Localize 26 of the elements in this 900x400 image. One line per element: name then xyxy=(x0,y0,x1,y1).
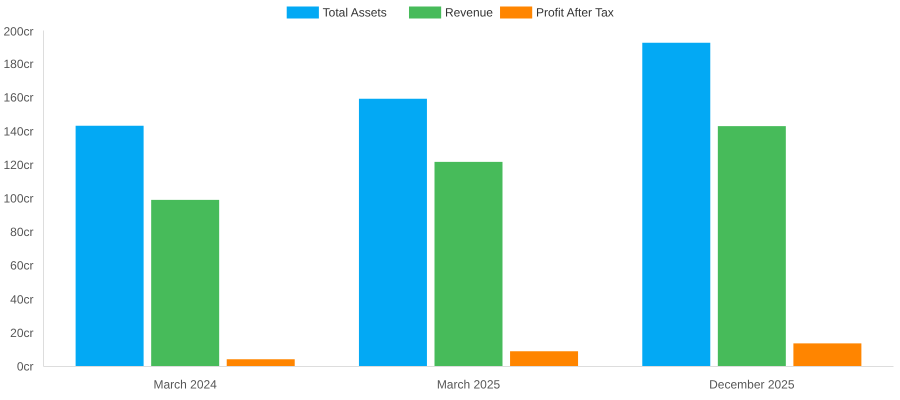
legend-label: Revenue xyxy=(444,6,494,20)
y-tick-label: 0cr xyxy=(16,360,34,374)
legend-label: Total Assets xyxy=(322,6,387,20)
y-tick-label: 40cr xyxy=(10,292,34,306)
x-tick-label: December 2025 xyxy=(709,378,795,392)
y-tick-label: 100cr xyxy=(3,192,34,206)
bar xyxy=(151,200,220,366)
y-tick-label: 160cr xyxy=(3,90,34,105)
y-tick-label: 80cr xyxy=(10,225,34,240)
bar xyxy=(226,359,295,366)
y-tick-label: 20cr xyxy=(10,326,34,340)
bar xyxy=(793,343,862,366)
x-tick-label: March 2024 xyxy=(153,378,218,392)
bar xyxy=(510,351,578,366)
y-tick-label: 200cr xyxy=(3,24,34,38)
y-tick-label: 140cr xyxy=(3,124,34,138)
y-tick-label: 60cr xyxy=(10,258,34,273)
bar xyxy=(718,126,786,366)
bar xyxy=(76,126,144,366)
bar xyxy=(434,162,502,366)
bar xyxy=(642,42,710,366)
bar xyxy=(358,98,427,366)
legend-label: Profit After Tax xyxy=(536,6,614,20)
x-tick-label: March 2025 xyxy=(436,378,501,392)
y-tick-label: 120cr xyxy=(3,158,34,172)
y-tick-label: 180cr xyxy=(3,57,34,72)
